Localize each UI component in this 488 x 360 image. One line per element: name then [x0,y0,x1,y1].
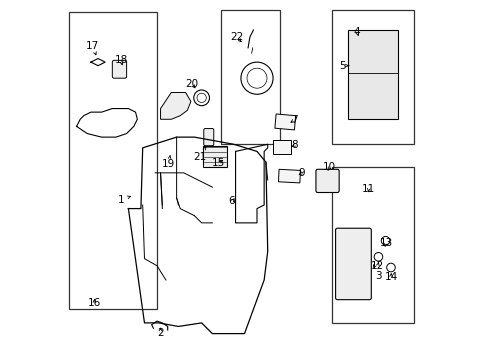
Text: 1: 1 [118,195,130,204]
Text: 4: 4 [353,27,360,37]
Text: 19: 19 [162,156,175,169]
Polygon shape [160,93,190,119]
Text: 5: 5 [339,61,348,71]
Text: 13: 13 [379,238,392,248]
Text: 2: 2 [157,328,163,338]
Text: 7: 7 [290,115,297,125]
Text: 14: 14 [384,272,397,282]
Text: 15: 15 [211,158,224,168]
Text: 11: 11 [362,184,375,194]
FancyBboxPatch shape [315,169,339,193]
Text: 21: 21 [193,147,206,162]
Bar [274,114,295,130]
Text: 12: 12 [370,261,384,271]
Text: 17: 17 [86,41,99,55]
Bar [278,169,300,183]
Bar [347,30,397,119]
Bar [272,140,290,154]
Text: 8: 8 [291,140,298,150]
Text: 16: 16 [88,298,101,308]
Text: 3: 3 [372,265,381,282]
Text: 22: 22 [229,32,243,42]
Text: 20: 20 [184,78,198,89]
Bar [203,146,226,167]
Text: 9: 9 [298,168,305,178]
Text: 6: 6 [228,197,235,206]
FancyBboxPatch shape [335,228,370,300]
FancyBboxPatch shape [203,129,213,146]
FancyBboxPatch shape [112,60,126,78]
Text: 10: 10 [322,162,335,172]
Text: 18: 18 [114,55,128,65]
